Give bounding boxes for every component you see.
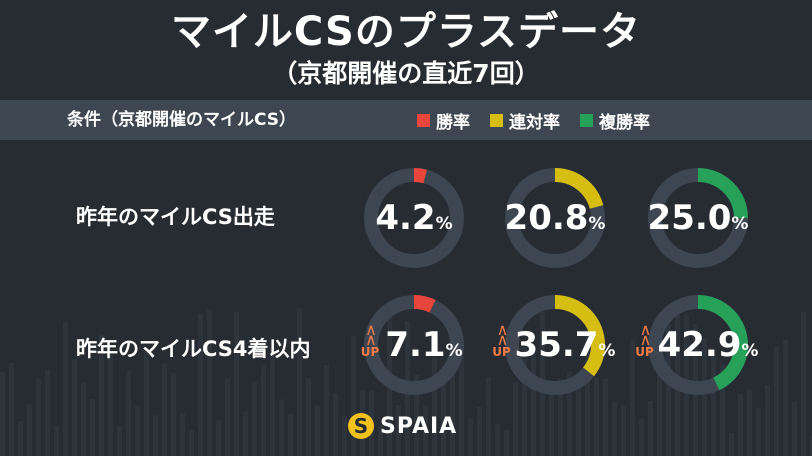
legend-swatch-top2 bbox=[490, 113, 503, 127]
value-number: 4.2 bbox=[375, 198, 436, 238]
value-label-r0-top3: 25.0% bbox=[628, 198, 768, 244]
value-label-r1-top2: 35.7% bbox=[495, 325, 635, 371]
spaia-logo-text: SPAIA bbox=[380, 413, 458, 439]
value-number: 35.7 bbox=[514, 325, 599, 365]
up-badge-top2: ∧ ∧ UP bbox=[489, 320, 515, 360]
legend-label-top2: 連対率 bbox=[509, 112, 560, 133]
double-chevron-up-icon: ∧ ∧ bbox=[639, 320, 652, 349]
up-text: UP bbox=[360, 345, 380, 359]
percent-sign: % bbox=[435, 214, 453, 234]
value-label-r0-win: 4.2% bbox=[344, 198, 484, 244]
spaia-logo-mark: S bbox=[348, 413, 374, 439]
value-number: 42.9 bbox=[657, 325, 742, 365]
legend-item-top3: 複勝率 bbox=[580, 108, 650, 133]
legend-item-top2: 連対率 bbox=[490, 108, 560, 133]
condition-label: 条件（京都開催のマイルCS） bbox=[67, 110, 297, 130]
legend-swatch-win bbox=[417, 113, 430, 127]
up-text: UP bbox=[492, 345, 511, 359]
condition-band: 条件（京都開催のマイルCS） 勝率 連対率 複勝率 bbox=[0, 100, 812, 140]
percent-sign: % bbox=[741, 341, 759, 361]
page-subtitle: （京都開催の直近7回） bbox=[272, 59, 540, 88]
double-chevron-up-icon: ∧ ∧ bbox=[365, 320, 377, 349]
up-text: UP bbox=[635, 345, 654, 359]
value-number: 20.8 bbox=[504, 198, 589, 238]
value-number: 7.1 bbox=[385, 325, 446, 365]
percent-sign: % bbox=[598, 341, 616, 361]
row-label-previous-runner: 昨年のマイルCS出走 bbox=[76, 205, 275, 229]
double-chevron-up-icon: ∧ ∧ bbox=[496, 320, 509, 349]
legend-label-win: 勝率 bbox=[436, 112, 470, 133]
up-badge-top3: ∧ ∧ UP bbox=[632, 320, 658, 360]
donut-arc-r0-top2 bbox=[505, 168, 605, 268]
donut-arc-r0-win bbox=[364, 168, 464, 268]
donut-arc-r0-top3 bbox=[648, 168, 748, 268]
value-label-r0-top2: 20.8% bbox=[485, 198, 625, 244]
percent-sign: % bbox=[588, 214, 606, 234]
legend-swatch-top3 bbox=[580, 113, 593, 127]
value-number: 25.0 bbox=[647, 198, 732, 238]
row-label-previous-top4: 昨年のマイルCS4着以内 bbox=[76, 337, 311, 361]
value-label-r1-top3: 42.9% bbox=[638, 325, 778, 371]
donut-arc-r1-top2 bbox=[505, 295, 605, 395]
page-title: マイルCSのプラスデータ bbox=[170, 9, 642, 55]
donut-arc-r1-top3 bbox=[648, 295, 748, 395]
legend-label-top3: 複勝率 bbox=[599, 112, 650, 133]
spaia-logo: S SPAIA bbox=[348, 413, 457, 439]
percent-sign: % bbox=[731, 214, 749, 234]
percent-sign: % bbox=[445, 341, 463, 361]
legend-item-win: 勝率 bbox=[417, 108, 470, 133]
value-label-r1-win: 7.1% bbox=[354, 325, 494, 371]
donut-arc-r1-win bbox=[364, 295, 464, 395]
up-badge-win: ∧ ∧ UP bbox=[357, 320, 383, 360]
legend: 勝率 連対率 複勝率 bbox=[417, 100, 670, 140]
